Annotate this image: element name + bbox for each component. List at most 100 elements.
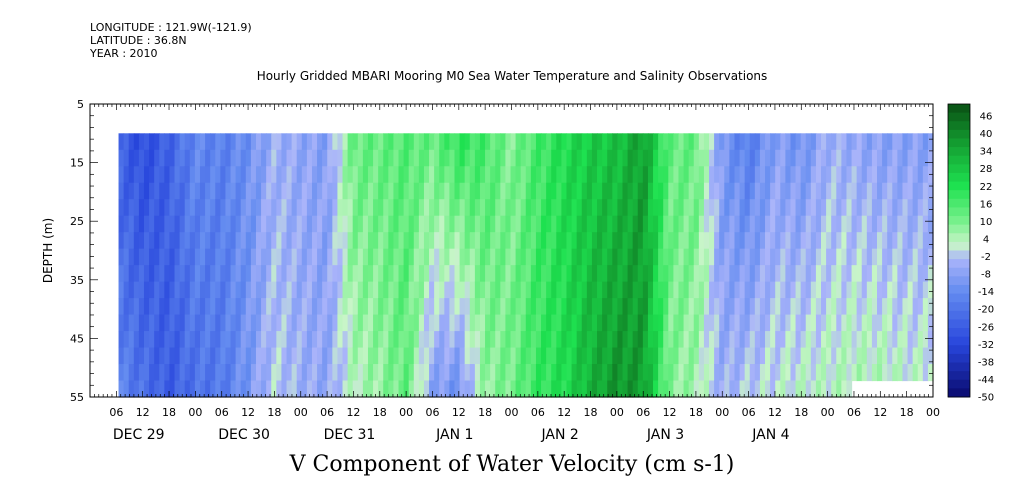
heatmap-cell (225, 166, 232, 184)
heatmap-cell (332, 166, 339, 184)
heatmap-cell (296, 314, 303, 332)
heatmap-cell (118, 182, 125, 200)
heatmap-cell (576, 380, 583, 398)
heatmap-cell (408, 364, 415, 382)
heatmap-cell (413, 182, 420, 200)
heatmap-cell (871, 314, 878, 332)
heatmap-cell (143, 133, 150, 151)
heatmap-cell (653, 380, 659, 398)
heatmap-cell (495, 314, 501, 332)
heatmap-cell (882, 364, 888, 382)
heatmap-cell (581, 331, 588, 349)
heatmap-cell (851, 265, 858, 283)
heatmap-cell (698, 298, 705, 316)
heatmap-cell (245, 364, 252, 382)
heatmap-cell (118, 166, 125, 184)
heatmap-cell (887, 248, 893, 266)
heatmap-cell (317, 314, 323, 332)
heatmap-cell (261, 149, 267, 167)
heatmap-cell (617, 133, 624, 151)
heatmap-cell (271, 182, 277, 200)
heatmap-cell (174, 314, 181, 332)
heatmap-cell (530, 281, 537, 299)
heatmap-cell (765, 298, 771, 316)
heatmap-cell (668, 166, 674, 184)
heatmap-cell (663, 248, 669, 266)
heatmap-cell (464, 248, 471, 266)
heatmap-cell (322, 331, 328, 349)
heatmap-cell (775, 248, 781, 266)
heatmap-cell (754, 364, 761, 382)
heatmap-cell (831, 380, 837, 398)
heatmap-cell (851, 149, 858, 167)
heatmap-cell (922, 133, 929, 151)
heatmap-cell (444, 182, 451, 200)
heatmap-cell (561, 166, 568, 184)
heatmap-cell (765, 232, 771, 250)
heatmap-cell (871, 232, 878, 250)
heatmap-cell (149, 232, 155, 250)
heatmap-cell (179, 199, 186, 217)
heatmap-cell (439, 199, 445, 217)
heatmap-cell (821, 248, 827, 266)
heatmap-cell (535, 248, 542, 266)
heatmap-cell (688, 133, 695, 151)
heatmap-cell (709, 281, 715, 299)
heatmap-cell (225, 133, 232, 151)
heatmap-cell (281, 232, 288, 250)
heatmap-cell (357, 166, 364, 184)
heatmap-cell (159, 149, 165, 167)
heatmap-cell (194, 215, 201, 233)
heatmap-cell (199, 265, 206, 283)
heatmap-cell (143, 380, 150, 398)
heatmap-cell (515, 133, 522, 151)
heatmap-cell (179, 380, 186, 398)
heatmap-cell (388, 364, 395, 382)
heatmap-cell (683, 232, 690, 250)
heatmap-cell (423, 232, 430, 250)
heatmap-cell (892, 364, 898, 382)
heatmap-cell (642, 182, 649, 200)
heatmap-cell (637, 166, 644, 184)
heatmap-cell (724, 133, 730, 151)
heatmap-cell (423, 331, 430, 349)
heatmap-cell (164, 182, 171, 200)
heatmap-cell (311, 232, 318, 250)
heatmap-cell (561, 248, 568, 266)
heatmap-cell (266, 265, 272, 283)
heatmap-cell (311, 347, 318, 365)
heatmap-cell (240, 331, 247, 349)
heatmap-cell (159, 215, 165, 233)
heatmap-cell (749, 248, 756, 266)
heatmap-cell (510, 149, 517, 167)
heatmap-cell (490, 380, 496, 398)
heatmap-cell (622, 314, 629, 332)
heatmap-cell (632, 314, 639, 332)
heatmap-cell (373, 166, 379, 184)
heatmap-cell (637, 232, 644, 250)
heatmap-cell (658, 215, 664, 233)
heatmap-cell (754, 149, 761, 167)
heatmap-cell (266, 380, 272, 398)
heatmap-cell (576, 298, 583, 316)
heatmap-cell (561, 364, 568, 382)
heatmap-cell (535, 199, 542, 217)
heatmap-cell (444, 331, 451, 349)
heatmap-cell (927, 364, 934, 382)
colorbar-swatch (948, 379, 970, 389)
heatmap-cell (927, 215, 934, 233)
heatmap-cell (449, 347, 456, 365)
heatmap-cell (892, 314, 898, 332)
heatmap-cell (815, 182, 822, 200)
heatmap-cell (154, 149, 160, 167)
heatmap-cell (261, 199, 267, 217)
heatmap-cell (754, 281, 761, 299)
heatmap-cell (912, 314, 919, 332)
heatmap-cell (408, 199, 415, 217)
heatmap-cell (322, 215, 328, 233)
heatmap-cell (255, 380, 262, 398)
heatmap-cell (566, 133, 573, 151)
heatmap-cell (673, 199, 680, 217)
heatmap-cell (775, 166, 781, 184)
heatmap-cell (449, 314, 456, 332)
